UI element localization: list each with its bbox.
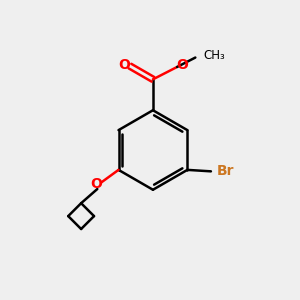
Text: CH₃: CH₃ (204, 49, 225, 62)
Text: O: O (119, 58, 130, 72)
Text: Br: Br (217, 164, 234, 178)
Text: O: O (90, 177, 102, 191)
Text: O: O (176, 58, 188, 73)
